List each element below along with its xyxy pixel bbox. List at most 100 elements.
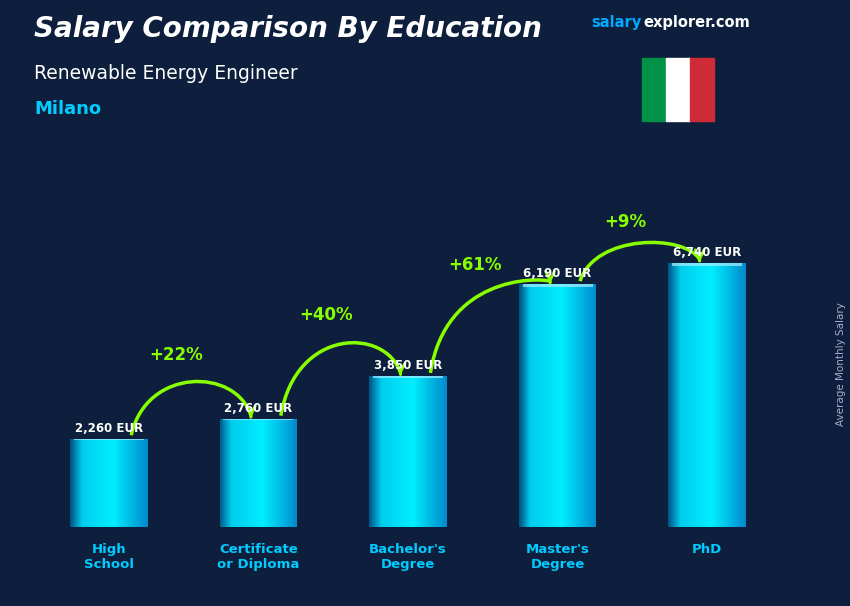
Bar [441, 376, 442, 527]
Bar [587, 284, 589, 527]
Bar [380, 376, 381, 527]
Bar [706, 263, 707, 527]
Bar [413, 376, 414, 527]
Bar [105, 439, 106, 527]
Bar [523, 284, 524, 527]
Bar [93, 439, 94, 527]
Bar [699, 263, 700, 527]
Bar [440, 376, 441, 527]
Bar [728, 263, 729, 527]
Bar [410, 376, 411, 527]
Bar [279, 419, 280, 527]
Bar [730, 263, 732, 527]
Bar [76, 439, 77, 527]
Bar [230, 419, 231, 527]
Bar [437, 376, 438, 527]
Bar [145, 439, 147, 527]
Bar [278, 419, 279, 527]
Bar [265, 419, 266, 527]
Bar [370, 376, 371, 527]
Bar [525, 284, 526, 527]
Bar [574, 284, 575, 527]
Bar [712, 263, 713, 527]
Bar [290, 419, 291, 527]
Bar [677, 263, 678, 527]
Bar [280, 419, 281, 527]
Bar [406, 376, 407, 527]
Bar [583, 284, 584, 527]
Bar [270, 419, 271, 527]
Bar [131, 439, 132, 527]
Bar [681, 263, 682, 527]
Bar [573, 284, 574, 527]
Bar [263, 419, 264, 527]
Bar [519, 284, 521, 527]
Bar [275, 419, 276, 527]
Bar [107, 439, 108, 527]
Bar [241, 419, 242, 527]
Bar [696, 263, 698, 527]
Bar [225, 419, 226, 527]
Bar [130, 439, 131, 527]
Bar [233, 419, 234, 527]
Bar [558, 284, 559, 527]
Bar [439, 376, 440, 527]
Bar [70, 439, 71, 527]
Text: 3,850 EUR: 3,850 EUR [374, 359, 442, 372]
Bar [285, 419, 286, 527]
Bar [673, 263, 674, 527]
Bar [99, 439, 100, 527]
Bar [688, 263, 689, 527]
Bar [417, 376, 419, 527]
Bar [220, 419, 222, 527]
Bar [416, 376, 417, 527]
Bar [444, 376, 445, 527]
Bar [288, 419, 290, 527]
Bar [128, 439, 129, 527]
Bar [694, 263, 695, 527]
Bar [118, 439, 120, 527]
Bar [532, 284, 533, 527]
Bar [736, 263, 737, 527]
Bar [257, 419, 258, 527]
Bar [716, 263, 717, 527]
Bar [125, 439, 127, 527]
Bar [589, 284, 590, 527]
Bar [539, 284, 540, 527]
Bar [116, 439, 117, 527]
Bar [74, 439, 144, 440]
Bar [390, 376, 392, 527]
Bar [695, 263, 696, 527]
Bar [427, 376, 428, 527]
Bar [543, 284, 544, 527]
Bar [264, 419, 265, 527]
Bar [582, 284, 583, 527]
Bar [280, 419, 281, 527]
Bar [404, 376, 405, 527]
Bar [522, 284, 523, 527]
Bar [377, 376, 378, 527]
Bar [555, 284, 556, 527]
Bar [381, 376, 382, 527]
Bar [258, 419, 259, 527]
Bar [373, 376, 443, 378]
Bar [287, 419, 288, 527]
Bar [123, 439, 124, 527]
Bar [110, 439, 111, 527]
Bar [531, 284, 532, 527]
Bar [529, 284, 530, 527]
Bar [718, 263, 719, 527]
Bar [709, 263, 710, 527]
Bar [283, 419, 284, 527]
Bar [727, 263, 728, 527]
Bar [702, 263, 703, 527]
Bar [523, 284, 592, 287]
Bar [269, 419, 270, 527]
Bar [679, 263, 680, 527]
Bar [526, 284, 528, 527]
Bar [535, 284, 536, 527]
Bar [382, 376, 383, 527]
Bar [580, 284, 581, 527]
Bar [136, 439, 137, 527]
Bar [268, 419, 269, 527]
